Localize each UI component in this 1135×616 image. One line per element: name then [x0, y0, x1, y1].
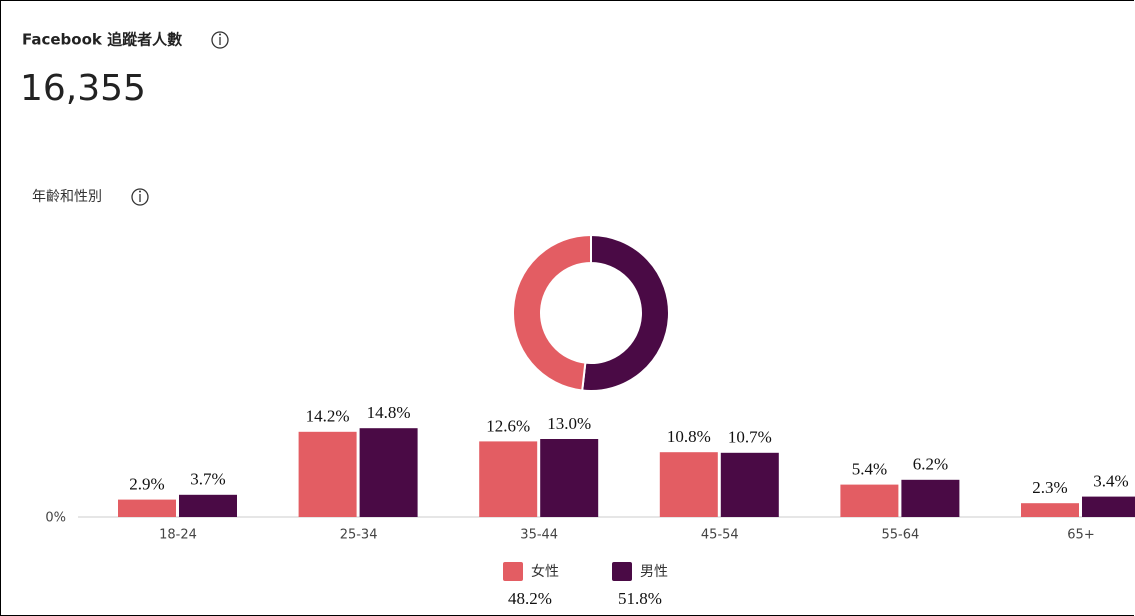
bar-label: 14.8% [367, 403, 411, 422]
bar [179, 494, 237, 517]
bar [540, 439, 599, 517]
follower-count: 16,355 [20, 68, 146, 109]
bar [720, 452, 779, 517]
bar-label: 12.6% [486, 416, 530, 435]
x-tick-label: 45-54 [701, 528, 739, 543]
bar [840, 484, 899, 517]
info-icon[interactable] [131, 188, 149, 206]
x-tick-label: 55-64 [882, 528, 920, 543]
bar [298, 431, 357, 517]
title: Facebook 追蹤者人數 [22, 31, 182, 49]
bar-label: 6.2% [913, 455, 948, 474]
donut-segment [581, 233, 670, 392]
bar [118, 499, 176, 517]
legend-swatch [503, 562, 523, 581]
legend-percent: 48.2% [508, 589, 552, 608]
x-tick-label: 35-44 [520, 528, 558, 543]
donut-segment [512, 233, 592, 392]
y-tick-label: 0% [45, 511, 66, 526]
legend-label: 男性 [640, 564, 668, 580]
bar [901, 479, 960, 517]
bar-label: 10.8% [667, 427, 711, 446]
bar-label: 2.3% [1032, 478, 1067, 497]
bar-label: 2.9% [129, 475, 164, 494]
bar-label: 14.2% [306, 407, 350, 426]
legend-label: 女性 [531, 563, 559, 580]
bar-label: 3.4% [1093, 472, 1128, 491]
info-icon[interactable] [211, 31, 229, 49]
bar [479, 441, 538, 517]
bar [1021, 503, 1079, 517]
legend-percent: 51.8% [618, 589, 662, 608]
bar [359, 428, 418, 517]
x-tick-label: 25-34 [340, 528, 378, 543]
bar-label: 10.7% [728, 428, 772, 447]
bar [659, 452, 718, 517]
bar-label: 3.7% [190, 470, 225, 489]
bar-label: 5.4% [852, 460, 887, 479]
section-title: 年齡和性別 [32, 189, 102, 205]
x-tick-label: 65+ [1067, 528, 1094, 543]
legend-swatch [612, 562, 632, 581]
x-tick-label: 18-24 [159, 528, 197, 543]
bar-label: 13.0% [547, 414, 591, 433]
bar [1082, 496, 1135, 517]
